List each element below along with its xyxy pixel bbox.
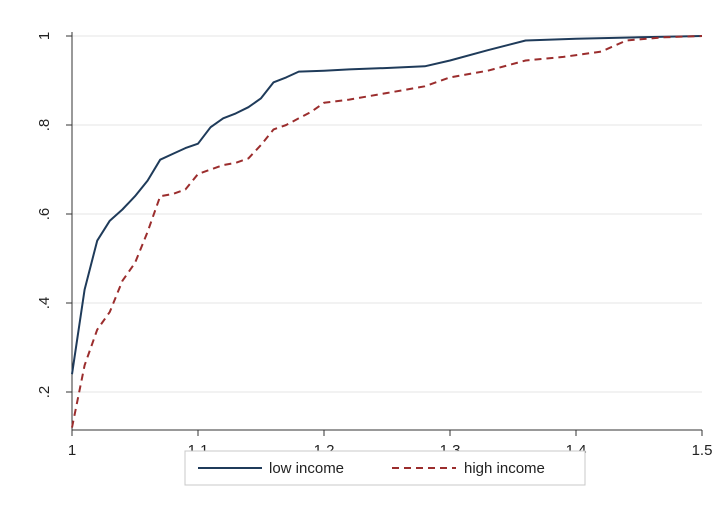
y-tick-label: 1 — [36, 32, 53, 40]
gridlines — [72, 35, 702, 393]
x-tick-label: 1 — [68, 442, 76, 459]
series-line-high-income — [71, 35, 703, 428]
series-line-low-income — [71, 35, 703, 375]
legend: low income high income — [184, 450, 586, 486]
legend-label-high-income: high income — [464, 460, 545, 477]
series-lines — [71, 35, 703, 428]
y-tick-label: .2 — [36, 386, 53, 399]
y-tick-label: .6 — [36, 208, 53, 221]
legend-box — [184, 450, 586, 486]
y-tick-label: .4 — [36, 297, 53, 310]
y-tick-label: .8 — [36, 119, 53, 132]
legend-label-low-income: low income — [269, 460, 344, 477]
x-tick-label: 1.5 — [692, 442, 713, 459]
